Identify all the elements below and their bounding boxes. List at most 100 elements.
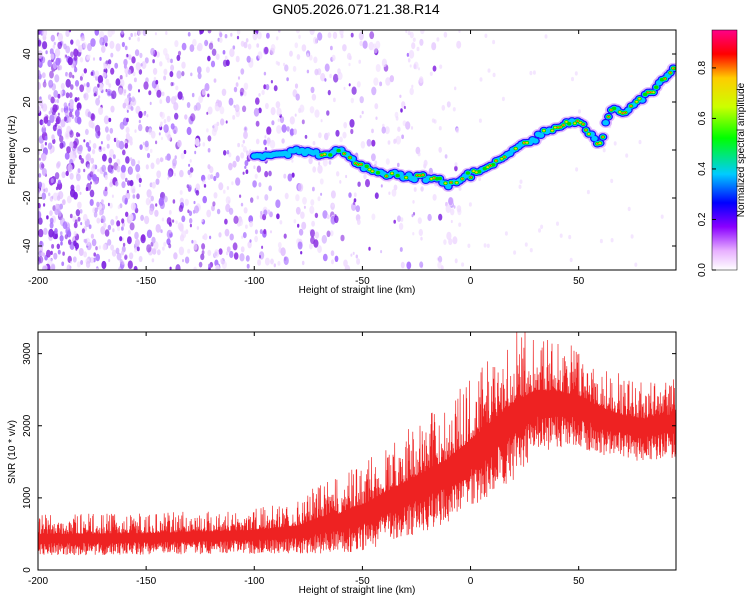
noise-blob	[264, 46, 269, 55]
noise-blob	[268, 170, 272, 177]
noise-blob	[129, 157, 133, 162]
trace-blob	[514, 147, 517, 150]
noise-blob	[62, 199, 66, 206]
noise-blob	[127, 180, 131, 186]
trace-blob	[576, 120, 579, 122]
trace-blob	[542, 129, 546, 132]
trace-blob	[475, 171, 478, 174]
noise-blob	[158, 132, 161, 136]
noise-blob	[92, 86, 99, 95]
noise-blob	[52, 138, 56, 144]
noise-blob	[57, 41, 62, 50]
noise-blob	[41, 153, 47, 161]
noise-blob	[42, 41, 48, 50]
noise-blob	[146, 229, 153, 239]
noise-blob	[297, 183, 304, 192]
noise-blob	[243, 126, 248, 133]
noise-blob	[135, 164, 141, 173]
snr-y-tick-label: 0	[22, 567, 33, 573]
noise-blob	[41, 72, 46, 79]
noise-blob	[134, 49, 140, 57]
noise-blob	[107, 224, 112, 231]
noise-blob	[412, 200, 415, 204]
noise-blob	[208, 42, 214, 50]
noise-blob	[311, 220, 315, 227]
noise-blob	[241, 235, 244, 239]
noise-blob	[175, 85, 179, 91]
noise-blob	[57, 161, 61, 168]
noise-blob	[256, 43, 260, 48]
noise-blob	[38, 70, 41, 77]
noise-blob	[374, 103, 379, 110]
noise-blob	[53, 41, 56, 46]
noise-blob	[375, 116, 378, 120]
noise-blob	[155, 79, 159, 85]
noise-blob	[273, 263, 276, 268]
noise-blob	[121, 218, 125, 224]
trace-blob	[560, 126, 562, 128]
noise-blob	[56, 99, 60, 104]
noise-blob	[120, 164, 126, 173]
noise-blob	[627, 206, 631, 212]
noise-blob	[119, 79, 125, 88]
noise-blob	[225, 120, 228, 124]
noise-blob	[64, 152, 70, 160]
noise-blob	[228, 162, 233, 171]
noise-blob	[64, 130, 70, 140]
noise-blob	[246, 55, 251, 63]
noise-blob	[138, 119, 141, 124]
noise-blob	[57, 33, 64, 42]
noise-blob	[107, 239, 112, 246]
noise-blob	[294, 42, 299, 49]
noise-blob	[145, 197, 151, 206]
noise-blob	[158, 197, 164, 206]
trace-blob	[312, 149, 320, 155]
noise-blob	[50, 178, 54, 184]
noise-blob	[57, 179, 61, 185]
noise-blob	[200, 253, 205, 261]
snr-x-tick-label: 50	[573, 576, 585, 587]
noise-blob	[350, 253, 353, 257]
noise-blob	[54, 172, 60, 180]
noise-blob	[240, 202, 244, 207]
noise-blob	[40, 56, 46, 64]
trace-blob	[591, 135, 598, 142]
noise-blob	[432, 65, 437, 72]
spectrogram-plot-area	[38, 30, 676, 270]
noise-blob	[122, 102, 127, 109]
colorbar-tick-label: 0.2	[697, 212, 708, 226]
noise-blob	[277, 242, 282, 249]
noise-blob	[69, 130, 74, 138]
trace-blob	[343, 153, 345, 155]
noise-blob	[168, 210, 172, 215]
noise-blob	[65, 54, 68, 58]
noise-blob	[202, 142, 206, 147]
noise-blob	[43, 227, 48, 235]
noise-blob	[177, 91, 183, 100]
noise-blob	[213, 192, 218, 199]
noise-blob	[189, 44, 195, 52]
noise-blob	[117, 205, 121, 210]
noise-blob	[283, 62, 286, 67]
noise-blob	[357, 181, 361, 187]
noise-blob	[191, 239, 194, 244]
noise-blob	[97, 168, 100, 172]
noise-blob	[58, 210, 62, 217]
trace-blob	[444, 182, 447, 185]
noise-blob	[312, 141, 316, 146]
noise-blob	[222, 50, 226, 55]
noise-blob	[41, 168, 47, 176]
spectrogram-x-tick-label: -100	[244, 276, 264, 287]
noise-blob	[109, 127, 114, 134]
noise-blob	[359, 96, 364, 104]
noise-blob	[65, 45, 71, 54]
noise-blob	[172, 199, 176, 204]
noise-blob	[569, 257, 573, 263]
noise-blob	[110, 52, 114, 58]
noise-blob	[350, 32, 354, 38]
noise-blob	[524, 242, 528, 247]
noise-blob	[348, 192, 352, 198]
noise-blob	[138, 184, 141, 188]
noise-blob	[228, 152, 232, 158]
trace-blob	[669, 72, 672, 74]
